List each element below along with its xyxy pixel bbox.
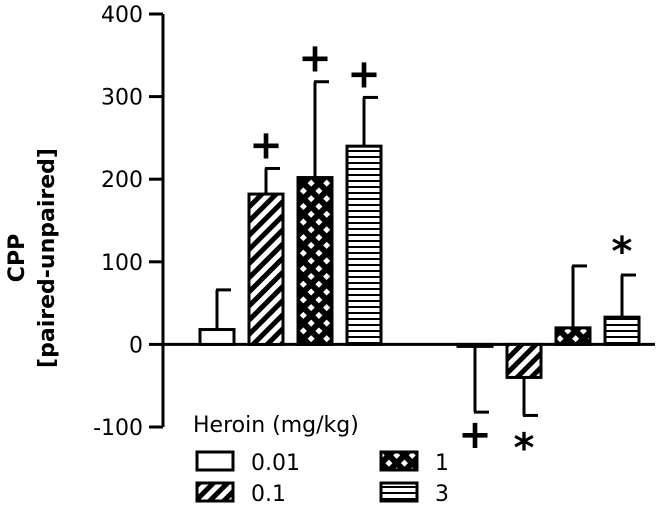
legend-label-0.1: 0.1 (251, 482, 286, 507)
bar-2-1 (554, 326, 592, 346)
significance-marker: * (612, 229, 633, 275)
y-axis-label: CPP [paired-unpaired] (5, 148, 60, 368)
legend-label-0.01: 0.01 (251, 451, 300, 476)
y-tick-label: 400 (101, 3, 143, 28)
y-tick-label: 300 (101, 86, 143, 111)
legend-swatch-open (195, 450, 235, 472)
legend-item-0.01: 0.01 (195, 450, 300, 476)
significance-markers: + + + + * * (249, 36, 632, 472)
significance-marker: + (347, 51, 381, 97)
legend-item-3: 3 (379, 481, 449, 507)
bar-2-3 (603, 315, 641, 346)
bar-1-0.01 (198, 328, 236, 346)
legend-item-1: 1 (379, 450, 449, 476)
bar-1-0.1 (247, 192, 285, 346)
y-axis-label-line-2: [paired-unpaired] (35, 148, 60, 368)
significance-marker: * (514, 425, 535, 471)
bar-1-3 (345, 144, 383, 346)
legend-swatch-crosshatch (379, 450, 419, 472)
legend-swatch-horizontal (379, 481, 419, 503)
bar-series (198, 80, 641, 417)
y-tick-label: 0 (129, 333, 143, 358)
legend: Heroin (mg/kg) 0.01 0.1 1 3 (193, 413, 449, 507)
bar-2-0.1 (505, 342, 543, 379)
legend-label-1: 1 (435, 451, 449, 476)
significance-marker: + (298, 36, 332, 82)
legend-swatch-diagonal (195, 481, 235, 503)
significance-marker: + (249, 122, 283, 168)
legend-title: Heroin (mg/kg) (193, 413, 359, 438)
y-axis-label-line-1: CPP (5, 234, 30, 282)
legend-item-0.1: 0.1 (195, 481, 286, 507)
y-tick-label: -100 (93, 416, 143, 441)
significance-marker: + (458, 412, 492, 458)
y-tick-label: 200 (101, 168, 143, 193)
bar-1-1 (296, 176, 334, 346)
y-tick-label: 100 (101, 251, 143, 276)
legend-label-3: 3 (435, 482, 449, 507)
